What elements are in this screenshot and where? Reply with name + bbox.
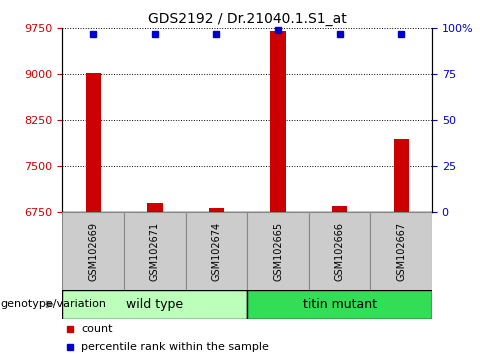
Text: wild type: wild type: [126, 298, 183, 311]
Bar: [247, 212, 309, 290]
Bar: [309, 212, 371, 290]
Text: GSM102669: GSM102669: [88, 222, 98, 281]
Text: percentile rank within the sample: percentile rank within the sample: [81, 342, 269, 352]
Bar: [85, 73, 101, 212]
Text: GSM102674: GSM102674: [211, 222, 221, 281]
Text: count: count: [81, 324, 112, 334]
Bar: [62, 212, 124, 290]
Text: titin mutant: titin mutant: [302, 298, 377, 311]
Bar: [247, 290, 432, 319]
Bar: [394, 139, 409, 212]
Text: GSM102666: GSM102666: [335, 222, 345, 281]
Title: GDS2192 / Dr.21040.1.S1_at: GDS2192 / Dr.21040.1.S1_at: [148, 12, 347, 26]
Bar: [209, 208, 224, 212]
Bar: [371, 212, 432, 290]
Bar: [62, 290, 247, 319]
Text: genotype/variation: genotype/variation: [0, 299, 106, 309]
Bar: [186, 212, 247, 290]
Text: GSM102671: GSM102671: [150, 222, 160, 281]
Text: GSM102667: GSM102667: [396, 222, 406, 281]
Bar: [332, 206, 348, 212]
Text: GSM102665: GSM102665: [273, 222, 283, 281]
Bar: [124, 212, 186, 290]
Bar: [270, 32, 286, 212]
Bar: [147, 202, 163, 212]
